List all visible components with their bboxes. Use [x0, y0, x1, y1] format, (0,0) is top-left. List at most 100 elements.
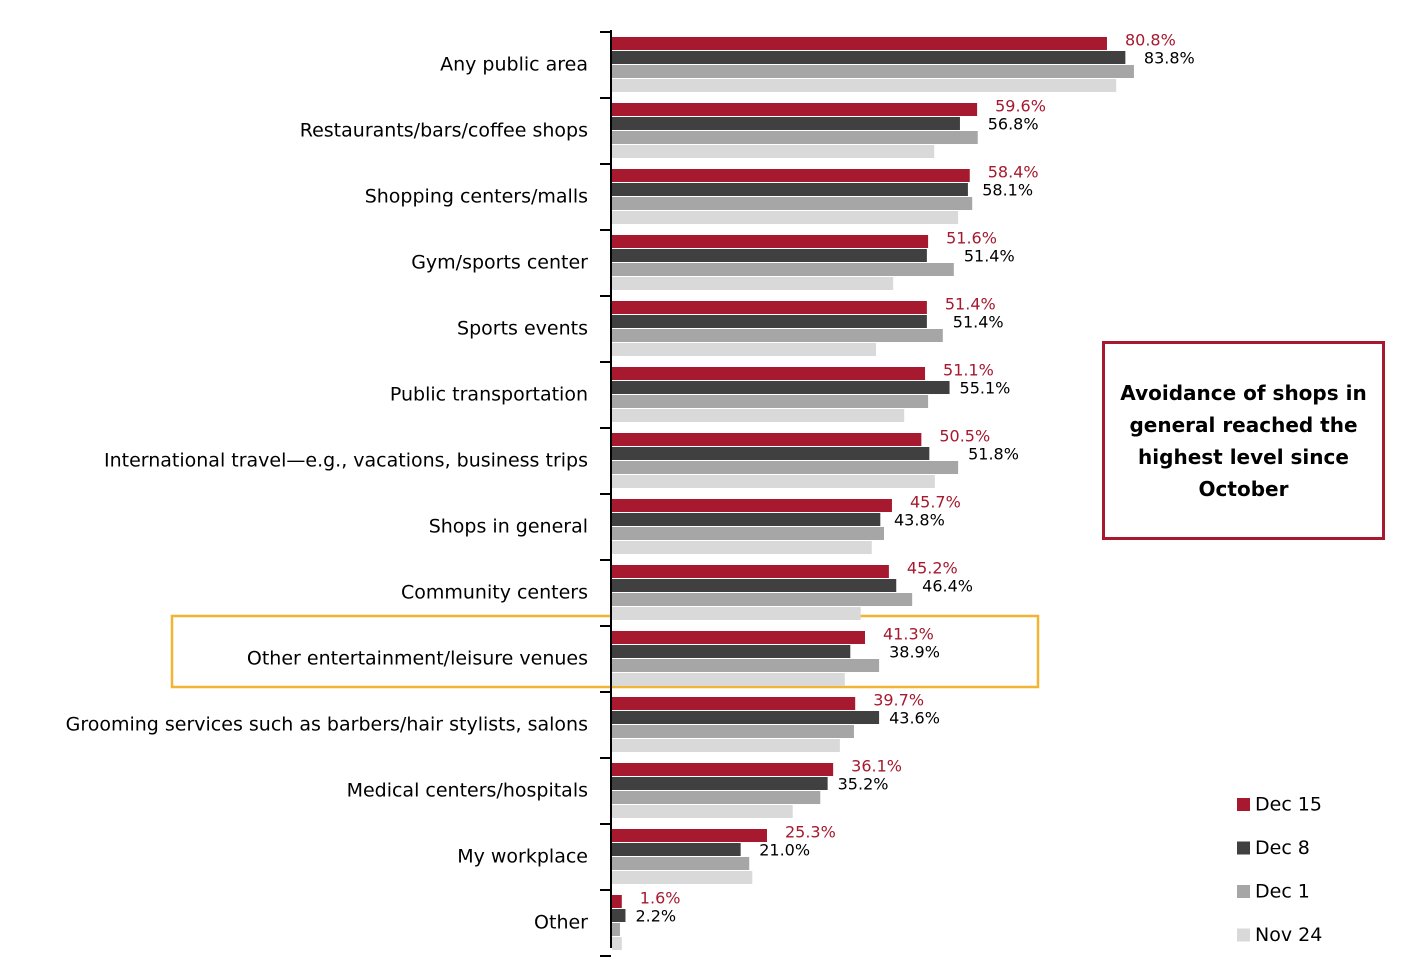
category-label: Any public area [440, 54, 588, 76]
bar [612, 711, 880, 724]
highlight-box [170, 614, 1040, 689]
bar [612, 763, 834, 776]
value-label: 51.4% [964, 247, 1015, 266]
category-label: Restaurants/bars/coffee shops [300, 120, 588, 142]
bar [612, 673, 845, 686]
legend-swatch [1237, 885, 1250, 898]
bar [612, 937, 622, 950]
bar [612, 37, 1107, 50]
bar [612, 499, 892, 512]
value-label: 43.8% [894, 511, 945, 530]
bar [612, 805, 793, 818]
bar [612, 409, 905, 422]
bar [612, 395, 929, 408]
value-label: 50.5% [939, 427, 990, 446]
bar [612, 607, 861, 620]
bar [612, 183, 968, 196]
bar [612, 277, 894, 290]
value-label: 55.1% [960, 379, 1011, 398]
bar [612, 659, 880, 672]
bar [612, 645, 851, 658]
bar [612, 579, 897, 592]
value-label: 36.1% [851, 757, 902, 776]
bar [612, 725, 854, 738]
category-label: International travel—e.g., vacations, bu… [104, 450, 588, 472]
bar [612, 829, 767, 842]
value-label: 38.9% [889, 643, 940, 662]
bar [612, 263, 954, 276]
category-label: Sports events [457, 318, 588, 340]
value-label: 45.7% [910, 493, 961, 512]
category-label: Public transportation [390, 384, 588, 406]
value-label: 51.1% [943, 361, 994, 380]
value-label: 58.4% [988, 163, 1039, 182]
value-label: 43.6% [889, 709, 940, 728]
category-label: Gym/sports center [411, 252, 588, 274]
value-label: 35.2% [838, 775, 889, 794]
value-label: 58.1% [982, 181, 1033, 200]
bar [612, 249, 927, 262]
bar [612, 857, 750, 870]
bar [612, 197, 973, 210]
bar [612, 117, 960, 130]
bar [612, 565, 889, 578]
value-label: 83.8% [1144, 49, 1195, 68]
bar [612, 211, 959, 224]
bar [612, 895, 622, 908]
bar [612, 513, 881, 526]
value-label: 1.6% [640, 889, 681, 908]
value-label: 51.4% [945, 295, 996, 314]
value-label: 80.8% [1125, 31, 1176, 50]
bar [612, 461, 959, 474]
value-label: 51.8% [968, 445, 1019, 464]
value-label: 41.3% [883, 625, 934, 644]
bar [612, 367, 926, 380]
bar [612, 777, 828, 790]
bar [612, 145, 935, 158]
legend-label: Dec 8 [1255, 837, 1310, 859]
bar [612, 301, 927, 314]
bar [612, 51, 1126, 64]
bar [612, 79, 1117, 92]
bar [612, 791, 821, 804]
bar [612, 475, 935, 488]
bar [612, 697, 856, 710]
bar [612, 871, 753, 884]
value-label: 51.6% [946, 229, 997, 248]
category-label: Other entertainment/leisure venues [247, 648, 588, 670]
bar [612, 65, 1134, 78]
value-label: 45.2% [907, 559, 958, 578]
value-label: 2.2% [635, 907, 676, 926]
bar [612, 593, 913, 606]
bar [612, 631, 866, 644]
value-label: 46.4% [922, 577, 973, 596]
bar [612, 343, 877, 356]
bar [612, 315, 927, 328]
bar [612, 103, 978, 116]
value-label: 25.3% [785, 823, 836, 842]
category-label: Community centers [401, 582, 588, 604]
category-label: Shopping centers/malls [365, 186, 588, 208]
bar [612, 131, 978, 144]
bar [612, 381, 950, 394]
category-label: Other [534, 912, 588, 934]
legend-label: Dec 15 [1255, 794, 1322, 816]
legend-swatch [1237, 928, 1250, 942]
legend-label: Nov 24 [1255, 924, 1322, 946]
value-label: 51.4% [953, 313, 1004, 332]
bar [612, 329, 943, 342]
legend-label: Dec 1 [1255, 881, 1310, 903]
bar [612, 447, 930, 460]
bar [612, 527, 884, 540]
bar [612, 235, 929, 248]
bar [612, 433, 922, 446]
bar [612, 923, 620, 936]
bar [612, 843, 741, 856]
legend-swatch [1237, 798, 1250, 811]
bar [612, 909, 626, 922]
value-label: 56.8% [988, 115, 1039, 134]
category-label: Grooming services such as barbers/hair s… [66, 714, 588, 736]
bar [612, 541, 872, 554]
